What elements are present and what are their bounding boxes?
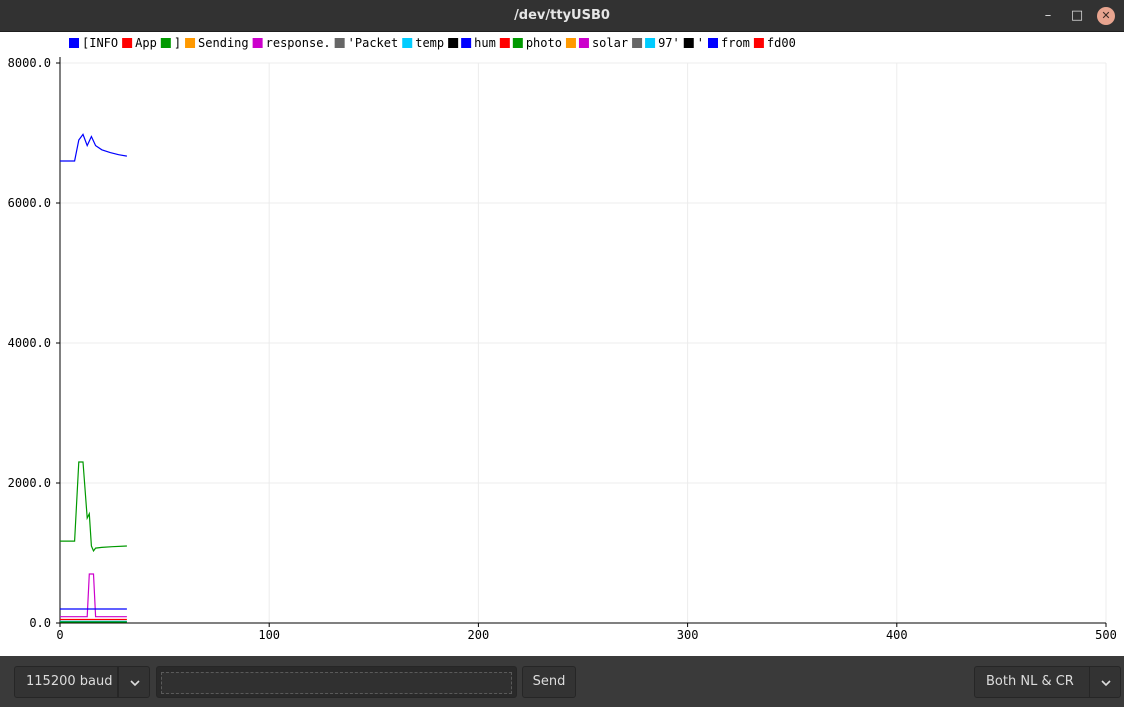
legend-swatch [632,38,643,48]
legend-swatch [512,38,523,48]
legend-label: solar [592,36,628,50]
legend-label: 'Packet [348,36,399,50]
baud-dropdown-button[interactable] [118,666,150,698]
legend-swatch [645,38,656,48]
message-field-frame [156,666,517,698]
legend-swatch [122,38,133,48]
x-tick-label: 100 [258,628,280,642]
x-tick-label: 400 [886,628,908,642]
y-tick-label: 8000.0 [8,56,51,70]
message-input[interactable] [161,671,512,694]
legend-label: photo [526,36,562,50]
legend-label: temp [415,36,444,50]
baud-rate-select[interactable]: 115200 baud [14,666,118,698]
legend-label: 97' [658,36,680,50]
axes [56,57,1107,627]
series-line [60,573,127,618]
maximize-icon[interactable]: □ [1070,8,1084,23]
minimize-icon[interactable]: – [1044,8,1052,23]
send-button[interactable]: Send [522,666,576,698]
window-title: /dev/ttyUSB0 [514,8,610,23]
legend-swatch [708,38,718,48]
legend-swatch [683,38,694,48]
legend-label: App [135,36,157,50]
grid [60,62,1107,623]
legend: [INFO App] Sending response. 'Packet temp hum p… [69,36,796,50]
legend-swatch [499,38,510,48]
legend-swatch [402,38,413,48]
line-ending-select[interactable]: Both NL & CR [974,666,1090,698]
x-tick-label: 500 [1095,628,1117,642]
legend-swatch [252,38,263,48]
legend-swatch [185,38,196,48]
close-icon[interactable]: ✕ [1097,7,1115,25]
y-tick-label: 6000.0 [8,196,51,210]
y-tick-label: 4000.0 [8,336,51,350]
tick-labels: 0 100 200 300 400 500 0.0 2000.0 4000.0 6000.0 800… [8,56,1117,642]
line-ending-dropdown-button[interactable] [1089,666,1121,698]
legend-label: hum [474,36,496,50]
legend-label: [INFO [82,36,118,50]
legend-swatch [160,38,171,48]
legend-label: response. [266,36,331,50]
chevron-down-icon [1101,680,1111,687]
x-tick-label: 0 [56,628,63,642]
legend-swatch [69,38,79,48]
legend-label: fd00 [767,36,796,50]
series-group [60,133,127,623]
legend-swatch [753,38,764,48]
chevron-down-icon [130,680,140,687]
legend-label: Sending [198,36,249,50]
x-tick-label: 200 [468,628,490,642]
plot-area: 0 100 200 300 400 500 0.0 2000.0 4000.0 6000.0 800… [0,32,1124,656]
serial-plot: 0 100 200 300 400 500 0.0 2000.0 4000.0 6000.0 800… [8,36,1117,642]
y-tick-label: 2000.0 [8,476,51,490]
legend-label: ] [174,36,181,50]
legend-swatch [448,38,459,48]
y-tick-label: 0.0 [29,616,51,630]
x-tick-label: 300 [677,628,699,642]
title-bar: /dev/ttyUSB0 – □ ✕ [0,0,1124,32]
legend-swatch [578,38,589,48]
legend-label: ' [697,36,704,50]
bottom-toolbar: 115200 baud Send Both NL & CR [0,656,1124,707]
series-line [60,133,127,162]
series-line [60,461,127,553]
legend-swatch [334,38,345,48]
legend-swatch [461,38,472,48]
legend-label: from [721,36,750,50]
legend-swatch [565,38,576,48]
